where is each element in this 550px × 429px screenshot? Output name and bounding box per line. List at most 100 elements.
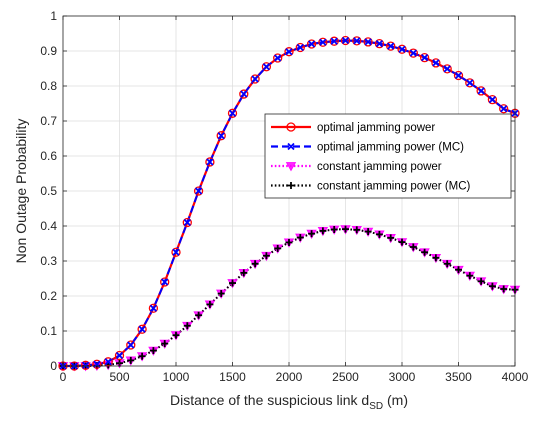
data-point [308, 230, 316, 238]
legend-label-optimal-jamming-power-mc: optimal jamming power (MC) [317, 142, 464, 154]
data-point-stroke [432, 59, 440, 67]
data-point [171, 247, 181, 257]
x-tick-label: 2000 [276, 370, 303, 384]
data-point-stroke [466, 79, 474, 87]
data-point [432, 254, 440, 262]
data-point-stroke [454, 71, 463, 80]
data-point-stroke [307, 40, 316, 48]
data-point [330, 226, 338, 233]
data-point-stroke [420, 54, 429, 62]
axis-ticks: 0 500 1000 1500 2000 2500 3000 3500 4000 0 0.1 0.2 0… [40, 9, 528, 384]
data-point-stroke [375, 40, 384, 48]
data-point [137, 324, 147, 334]
data-point-stroke [104, 358, 112, 366]
data-point [453, 70, 464, 81]
data-point-stroke [161, 278, 169, 286]
y-axis-label: Non Outage Probability [13, 119, 29, 264]
data-point [285, 238, 293, 246]
data-point-stroke [172, 248, 180, 256]
data-point [274, 244, 282, 252]
data-point-stroke [296, 43, 304, 52]
y-tick-label: 0.8 [40, 79, 57, 93]
data-point [92, 359, 102, 369]
data-point [161, 340, 169, 348]
data-point [319, 38, 327, 46]
data-point-stroke [149, 304, 158, 312]
data-point [149, 347, 157, 355]
data-point [284, 47, 294, 57]
data-point [466, 79, 474, 87]
data-point [206, 158, 214, 166]
data-point [183, 322, 191, 330]
data-point [183, 218, 191, 227]
data-point-stroke [115, 351, 124, 360]
data-point [409, 49, 417, 57]
y-tick-label: 0.4 [40, 219, 57, 233]
data-point [148, 303, 159, 313]
data-point [466, 272, 474, 280]
data-point [477, 277, 485, 285]
data-point [465, 78, 475, 88]
data-point-stroke [274, 54, 282, 62]
x-tick-label: 3500 [445, 370, 472, 384]
data-point [206, 300, 214, 308]
data-point [296, 43, 304, 52]
data-point-stroke [387, 42, 395, 50]
data-point [432, 59, 440, 67]
data-point [353, 226, 361, 234]
data-point [307, 40, 316, 48]
data-point [239, 89, 249, 99]
series-markers-optimal-jamming-power [58, 35, 520, 371]
y-tick-label: 0.3 [40, 254, 57, 268]
data-point-stroke [127, 341, 135, 349]
legend-marker-constant-jamming-power-mc [287, 182, 295, 189]
data-point [442, 64, 452, 74]
data-point-stroke [228, 109, 237, 117]
data-point [420, 54, 429, 62]
data-point [476, 86, 486, 96]
data-point [262, 63, 271, 71]
data-point [330, 37, 338, 45]
data-point [364, 38, 372, 46]
data-point-stroke [398, 45, 406, 53]
legend: optimal jamming power optimal jamming pow… [264, 113, 512, 199]
data-point [217, 132, 225, 140]
y-tick-label: 0.9 [40, 44, 57, 58]
data-point [364, 228, 372, 236]
x-tick-label: 3000 [389, 370, 416, 384]
data-point [205, 157, 215, 167]
data-point [387, 234, 395, 242]
plot-area [57, 35, 521, 372]
data-point [229, 279, 236, 287]
data-point [319, 227, 327, 235]
data-point [398, 238, 406, 246]
data-point [398, 45, 406, 53]
data-point [149, 304, 158, 312]
legend-label-constant-jamming-power: constant jamming power [317, 161, 442, 173]
data-point [443, 260, 451, 268]
data-point [216, 131, 226, 141]
data-point [80, 360, 91, 370]
legend-marker-optimal-jamming-power-mc-stroke [287, 142, 295, 151]
data-point [386, 41, 396, 51]
data-point [172, 248, 180, 256]
data-point-stroke [364, 38, 372, 46]
data-point [261, 62, 272, 72]
x-axis-label-unit: (m) [383, 392, 408, 408]
data-point [329, 36, 339, 46]
data-point [251, 260, 259, 268]
data-point [250, 74, 260, 84]
data-point [363, 37, 373, 47]
data-point-stroke [330, 37, 338, 45]
data-point [172, 331, 180, 339]
data-point [443, 65, 451, 73]
data-point [274, 54, 282, 62]
data-point-stroke [183, 218, 191, 227]
legend-marker-constant-jamming-power [285, 162, 297, 172]
data-point [127, 356, 135, 364]
data-point [421, 248, 429, 256]
data-point [194, 187, 203, 195]
data-point [161, 278, 169, 286]
data-point [352, 36, 362, 46]
data-point [127, 341, 135, 349]
